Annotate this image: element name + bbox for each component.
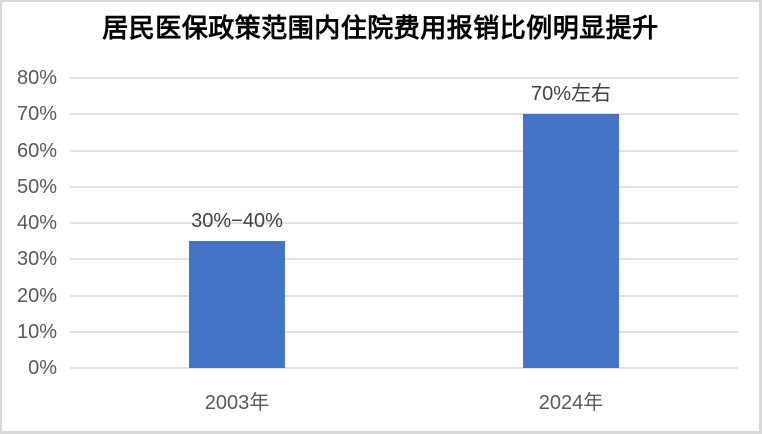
gridline — [70, 367, 738, 369]
y-axis-tick-label: 70% — [16, 103, 57, 126]
gridline — [70, 294, 738, 297]
y-axis-tick-label: 20% — [16, 284, 57, 307]
gridline — [70, 77, 738, 79]
gridline — [70, 113, 738, 116]
bar-data-label: 30%−40% — [191, 210, 283, 233]
y-axis-tick-label: 60% — [16, 139, 57, 162]
y-axis: 0% 10% 20% 30% 40% 50% 60% 70% 80% — [2, 68, 57, 378]
y-axis-tick-label: 10% — [16, 320, 57, 343]
plot-area: 30%−40% 70%左右 — [70, 77, 738, 369]
gridline — [70, 222, 738, 224]
bar-2024年 — [523, 114, 619, 368]
gridline — [70, 258, 738, 261]
bar-data-label: 70%左右 — [530, 83, 612, 106]
y-axis-tick-label: 50% — [16, 175, 57, 198]
y-axis-tick-label: 0% — [28, 357, 57, 379]
x-axis: 2003年 2024年 — [70, 386, 738, 414]
chart-title: 居民医保政策范围内住院费用报销比例明显提升 — [102, 13, 659, 43]
gridline — [70, 149, 738, 152]
gridline — [70, 330, 738, 333]
x-axis-category-label: 2024年 — [538, 392, 604, 414]
gridline — [70, 185, 738, 188]
bar-2003年 — [189, 241, 285, 368]
y-axis-tick-label: 30% — [16, 248, 57, 271]
x-axis-category-label: 2003年 — [204, 392, 270, 414]
y-axis-tick-label: 80% — [16, 67, 57, 89]
y-axis-tick-label: 40% — [16, 212, 57, 234]
